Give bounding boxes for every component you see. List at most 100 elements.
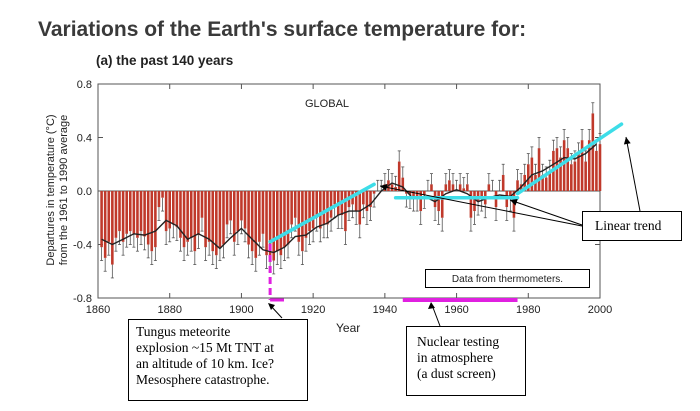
- trend-lines-layer: [268, 122, 624, 244]
- temperature-bar: [365, 191, 369, 212]
- temperature-bar: [157, 191, 161, 208]
- temperature-bar: [440, 191, 444, 218]
- nuclear-line-1: Nuclear testing: [417, 334, 500, 349]
- temperature-bar: [236, 191, 240, 232]
- temperature-bar: [268, 191, 272, 258]
- temperature-bar: [573, 161, 577, 191]
- temperature-bar: [480, 191, 483, 198]
- linear-trend-arrow: [379, 185, 583, 227]
- linear-trend-label: Linear trend: [595, 218, 662, 233]
- temperature-bar: [265, 191, 268, 256]
- temperature-bar: [458, 184, 462, 191]
- temperature-bar: [322, 191, 326, 225]
- temperature-bar: [577, 153, 580, 191]
- temperature-bar: [161, 191, 164, 198]
- temperature-bar: [125, 191, 128, 234]
- y-axis-label-1: Departures in temperature (°C): [45, 114, 57, 265]
- linear-trend-line: [515, 122, 624, 196]
- temperature-bar: [100, 191, 103, 248]
- temperature-bar: [326, 191, 329, 225]
- temperature-bar: [544, 177, 548, 191]
- temperature-bar: [595, 150, 598, 191]
- linear-trend-arrowhead: [510, 199, 518, 206]
- temperature-bar: [247, 191, 250, 245]
- tungus-annotation: Tungus meteorite explosion ~15 Mt TNT at…: [128, 319, 308, 401]
- temperature-bar: [516, 180, 519, 191]
- temperature-bar: [448, 180, 451, 191]
- temperature-bar: [509, 191, 512, 198]
- data-source-label: Data from thermometers.: [425, 269, 590, 288]
- bars-layer: [100, 102, 602, 279]
- temperature-bar: [132, 191, 136, 234]
- temperature-bar: [290, 191, 293, 225]
- tungus-line-1: Tungus meteorite: [136, 324, 231, 339]
- temperature-bar: [254, 191, 258, 258]
- temperature-bar: [232, 191, 236, 242]
- temperature-bar: [369, 191, 372, 208]
- temperature-bar: [555, 148, 559, 191]
- temperature-bar: [308, 191, 311, 232]
- temperature-bar: [293, 191, 297, 218]
- temperature-bar: [200, 191, 204, 218]
- x-tick-label: 1860: [86, 304, 110, 316]
- temperature-bar: [451, 184, 455, 191]
- temperature-bar: [354, 191, 358, 212]
- temperature-bar: [139, 191, 143, 232]
- x-tick-label: 1960: [444, 304, 468, 316]
- temperature-bar: [444, 184, 448, 191]
- tungus-line-3: an altitude of 10 km. Ice?: [136, 356, 274, 371]
- temperature-bar: [261, 191, 265, 234]
- temperature-bar: [390, 184, 394, 191]
- temperature-bar: [358, 191, 362, 225]
- temperature-bar: [146, 191, 150, 245]
- global-label: GLOBAL: [305, 98, 349, 110]
- temperature-bar: [258, 191, 261, 242]
- x-tick-label: 1920: [301, 304, 325, 316]
- temperature-bar: [197, 191, 200, 236]
- linear-trend-arrowhead: [623, 137, 631, 145]
- nuclear-arrow: [431, 304, 441, 327]
- temperature-bar: [329, 191, 333, 218]
- page-subtitle: (a) the past 140 years: [96, 53, 234, 68]
- temperature-bar: [512, 191, 516, 218]
- temperature-bar: [526, 164, 530, 191]
- temperature-bar: [598, 144, 602, 191]
- temperature-bar: [175, 191, 179, 228]
- temperature-bar: [103, 191, 107, 258]
- temperature-bar: [182, 191, 186, 248]
- temperature-bar: [168, 191, 172, 229]
- tungus-arrowhead: [268, 303, 275, 310]
- temperature-bar: [225, 191, 229, 225]
- temperature-bar: [186, 191, 189, 242]
- x-tick-label: 1900: [229, 304, 253, 316]
- temperature-bar: [419, 191, 423, 212]
- temperature-bar: [111, 191, 114, 265]
- temperature-bar: [537, 148, 541, 191]
- temperature-bar: [222, 191, 225, 245]
- temperature-bar: [466, 184, 469, 191]
- y-tick-label: 0.0: [77, 186, 92, 198]
- temperature-bar: [437, 191, 440, 212]
- y-tick-label: -0.4: [73, 240, 92, 252]
- temperature-bar: [548, 170, 552, 191]
- nuclear-line-2: in atmosphere: [417, 350, 494, 365]
- temperature-bar: [136, 191, 139, 238]
- temperature-bar: [118, 191, 121, 232]
- temperature-bar: [333, 191, 336, 205]
- temperature-bar: [250, 191, 254, 252]
- y-tick-label: 0.4: [77, 133, 92, 145]
- temperature-bar: [415, 191, 419, 198]
- temperature-bar: [128, 191, 132, 232]
- tungus-line-4: Mesosphere catastrophe.: [136, 372, 270, 387]
- temperature-bar: [179, 191, 182, 238]
- nuclear-annotation: Nuclear testing in atmosphere (a dust sc…: [406, 326, 526, 396]
- linear-trend-line: [268, 182, 376, 244]
- temperature-bar: [311, 191, 315, 229]
- temperature-bar: [372, 191, 376, 194]
- temperature-bar: [204, 191, 207, 248]
- temperature-bar: [397, 161, 401, 191]
- temperature-bar: [405, 191, 408, 194]
- linear-trend-arrowhead: [380, 183, 388, 191]
- temperature-bar: [423, 191, 426, 196]
